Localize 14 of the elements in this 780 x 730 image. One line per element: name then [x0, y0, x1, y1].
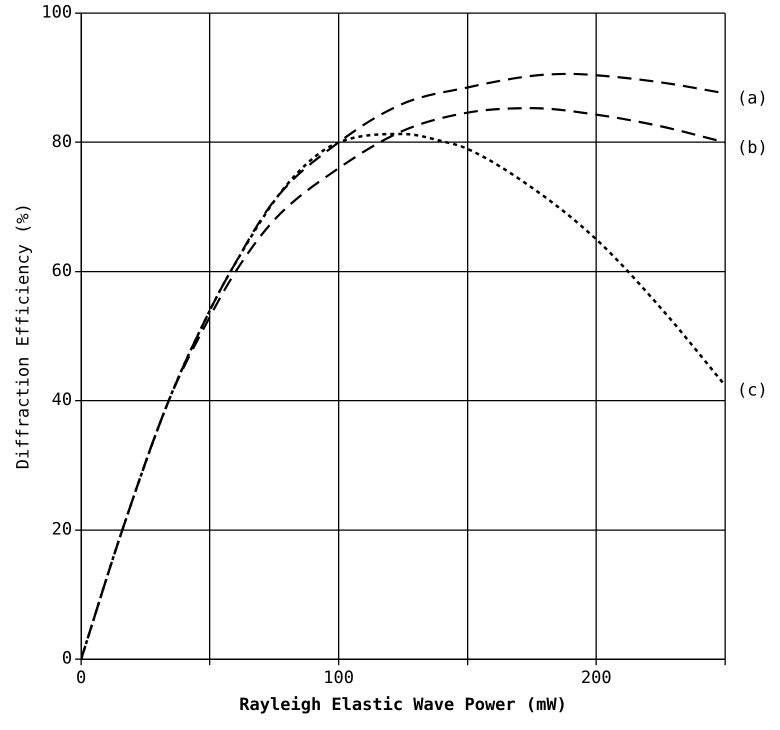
y-tick-label: 40 [52, 390, 72, 410]
y-tick-label: 60 [52, 261, 72, 282]
y-tick-label: 0 [62, 648, 72, 669]
y-tick-label: 20 [52, 519, 72, 540]
series-label: (c) [737, 380, 768, 401]
series-label: (a) [737, 88, 768, 109]
y-tick-label: 80 [52, 132, 72, 152]
y-tick-label: 100 [41, 2, 72, 23]
x-tick-label: 0 [76, 668, 86, 688]
y-axis-title: Diffraction Efficiency (%) [14, 203, 34, 470]
x-tick-label: 200 [580, 668, 612, 688]
series-label: (b) [737, 138, 768, 158]
x-tick-label: 100 [323, 668, 354, 688]
x-axis-title: Rayleigh Elastic Wave Power (mW) [239, 695, 567, 716]
